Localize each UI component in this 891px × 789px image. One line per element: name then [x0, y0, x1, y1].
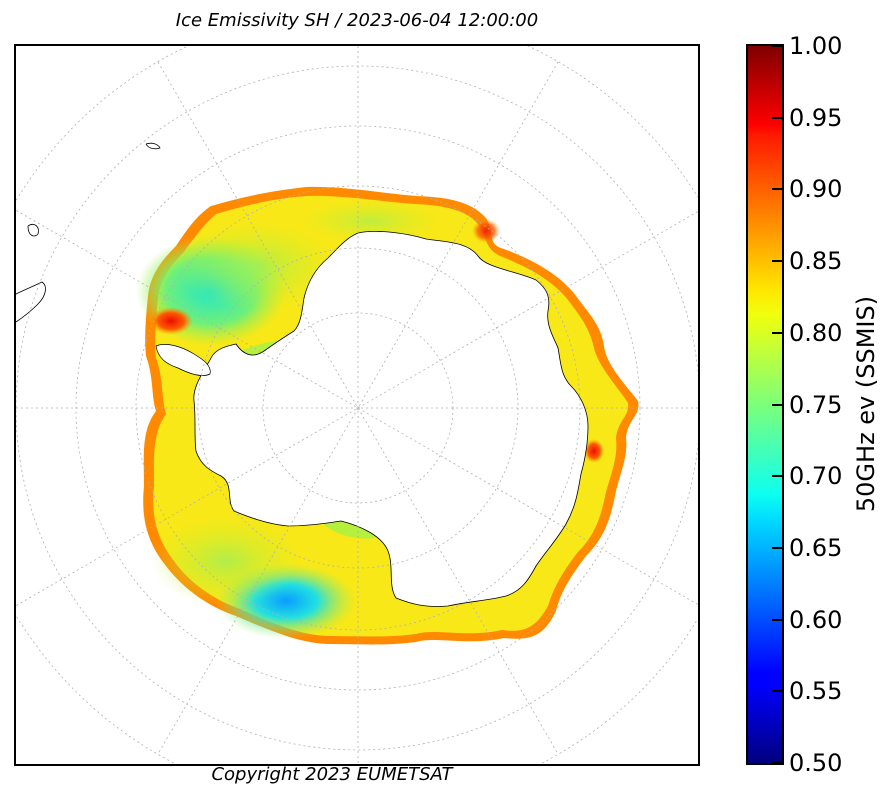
colorbar-tick-mark	[772, 618, 784, 621]
map-canvas	[16, 142, 639, 645]
peninsula-high-emissivity	[149, 307, 193, 335]
colorbar-tick-mark	[772, 403, 784, 406]
latitude-circle	[16, 46, 698, 764]
meridian-line	[157, 61, 559, 755]
colorbar-tick-label: 0.65	[789, 533, 843, 562]
weddell-green-band	[176, 221, 336, 311]
peninsula-coastline	[155, 344, 211, 376]
south-america-tip	[16, 142, 161, 323]
colorbar-tick-mark	[772, 690, 784, 693]
colorbar-tick-mark	[772, 546, 784, 549]
antarctica-landmass	[193, 231, 589, 607]
sea-ice-emissivity-map	[14, 44, 700, 766]
colorbar-tick-mark	[772, 45, 784, 47]
colorbar-tick-mark	[772, 762, 784, 764]
colorbar-tick-label: 0.60	[789, 605, 843, 634]
meridian-line	[16, 211, 698, 607]
east-green-band	[301, 199, 441, 243]
map-title: Ice Emissivity SH / 2023-06-04 12:00:00	[175, 10, 539, 31]
copyright-notice: Copyright 2023 EUMETSAT	[211, 764, 453, 785]
east-coast-high-emissivity	[584, 439, 604, 463]
colorbar-tick-label: 0.95	[789, 103, 843, 132]
colorbar-label: 50GHz ev (SSMIS)	[852, 295, 880, 513]
colorbar-tick-mark	[772, 188, 784, 191]
colorbar-tick-mark	[772, 260, 784, 263]
colorbar-tick-label: 0.80	[789, 318, 843, 347]
colorbar-tick-label: 0.75	[789, 390, 843, 419]
colorbar-tick-label: 0.70	[789, 462, 843, 491]
colorbar-tick-label: 0.50	[789, 749, 843, 777]
colorbar-tick-mark	[772, 116, 784, 119]
colorbar-tick-label: 0.90	[789, 175, 843, 204]
graticule-overlay	[16, 46, 698, 764]
colorbar-tick-label: 1.00	[789, 32, 843, 60]
colorbar-tick-mark	[772, 475, 784, 478]
colorbar-tick-label: 0.85	[789, 247, 843, 276]
ross-green-band	[151, 516, 301, 606]
colorbar-tick-mark	[772, 331, 784, 334]
meridian-line	[157, 61, 559, 755]
meridian-line	[16, 209, 698, 605]
northeast-edge-high-emissivity	[472, 219, 500, 243]
colorbar-tick-label: 0.55	[789, 677, 843, 706]
